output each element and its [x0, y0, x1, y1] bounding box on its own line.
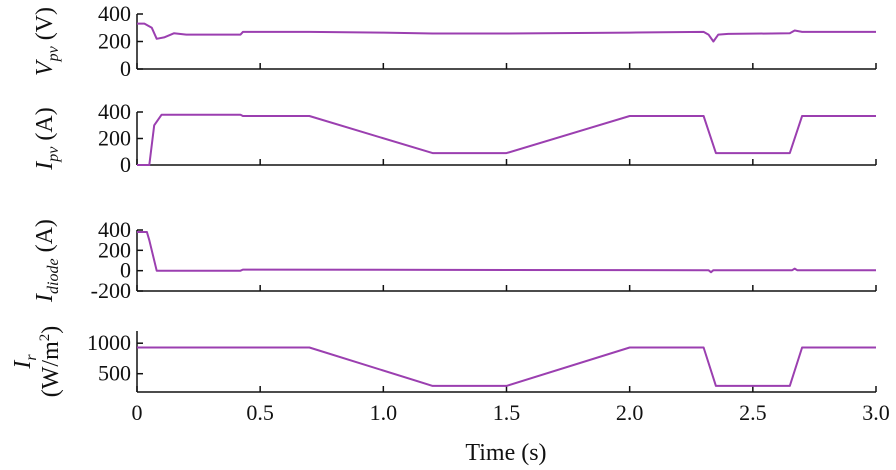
y-tick-label: 200: [98, 237, 131, 262]
x-axis-label: Time (s): [465, 440, 546, 466]
x-tick-label: 2.5: [739, 400, 767, 425]
y-tick-label: 400: [98, 1, 131, 26]
y-tick-label: 400: [98, 99, 131, 124]
x-tick-label: 0.5: [246, 400, 274, 425]
y-tick-label: 1000: [87, 330, 131, 355]
series-line: [137, 346, 876, 387]
series-line: [137, 231, 876, 274]
panel-4: 500 1000 0 0.5 1.0 1.5 2.0 2.5 3.0 Ir(W/m2): [10, 326, 890, 425]
y-tick-label: 0: [120, 152, 131, 177]
y-tick-label: 0: [120, 258, 131, 283]
y-tick-label: 200: [98, 29, 131, 54]
x-tick-label: 0: [132, 400, 143, 425]
x-tick-label: 1.5: [493, 400, 521, 425]
y-axis-label: Idiode (A): [32, 219, 62, 303]
y-tick-label: 200: [98, 126, 131, 151]
y-axis-label: Ipv (A): [32, 107, 62, 170]
y-tick-label: 400: [98, 217, 131, 242]
y-axis-label: Ir: [10, 354, 40, 370]
y-tick-label: 0: [120, 56, 131, 81]
series-line: [137, 113, 876, 166]
x-tick-label: 3.0: [862, 400, 890, 425]
y-axis-label: Vpv (V): [32, 7, 62, 76]
series-line: [137, 22, 876, 43]
y-tick-label: -200: [91, 278, 131, 303]
x-tick-label: 1.0: [370, 400, 398, 425]
y-axis-unit: (W/m2): [37, 326, 64, 397]
y-tick-label: 500: [98, 361, 131, 386]
x-tick-label: 2.0: [616, 400, 644, 425]
